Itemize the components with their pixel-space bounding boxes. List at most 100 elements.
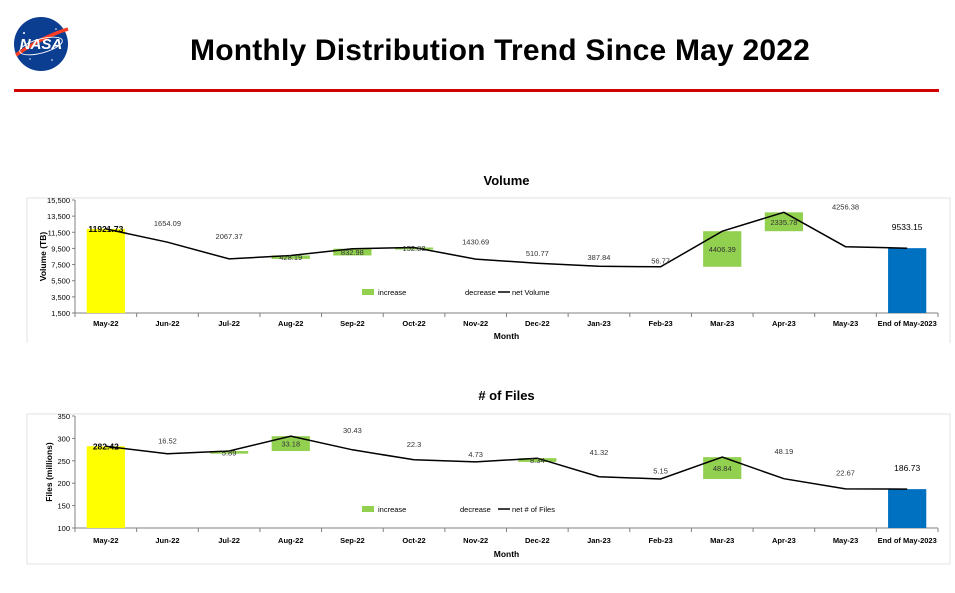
files-change-label: 5.15 <box>653 467 668 476</box>
volume-x-tick-label: Jan-23 <box>587 319 611 328</box>
files-chart: # of Files 100 150 200 250 300 350 May-22 Jun-22… <box>26 388 951 565</box>
volume-change-label: 2067.37 <box>216 232 243 241</box>
files-change-label: 8.34 <box>530 456 545 465</box>
files-legend-net: net # of Files <box>512 505 555 514</box>
volume-net-line <box>105 211 908 268</box>
files-y-tick-label: 100 <box>57 524 70 533</box>
files-change-label: 48.84 <box>713 464 732 473</box>
volume-start-bar <box>86 228 125 313</box>
volume-change-label: 510.77 <box>526 249 549 258</box>
files-change-label: 5.89 <box>222 448 237 457</box>
volume-y-tick-label: 7,500 <box>51 261 70 270</box>
files-change-label: 22.67 <box>836 469 855 478</box>
volume-legend-increase-swatch <box>362 289 374 295</box>
volume-increase-bar <box>271 255 310 259</box>
files-x-tick-label: Apr-23 <box>772 536 796 545</box>
files-y-tick-label: 200 <box>57 479 70 488</box>
files-legend-increase-swatch <box>362 506 374 512</box>
files-x-tick-label: Dec-22 <box>525 536 550 545</box>
files-chart-title: # of Files <box>478 388 534 403</box>
files-x-tick-label: Jan-23 <box>587 536 611 545</box>
volume-increase-bar <box>394 247 434 250</box>
volume-chart-frame <box>26 197 951 343</box>
files-x-tick-label: End of May-2023 <box>878 536 937 545</box>
files-y-axis-label: Files (millions) <box>44 442 54 502</box>
volume-change-label: 832.98 <box>341 248 364 257</box>
volume-x-tick-label: Jul-22 <box>218 319 240 328</box>
files-increase-bar <box>271 436 310 452</box>
files-x-tick-label: Mar-23 <box>710 536 734 545</box>
nasa-logo-text: NASA <box>20 36 63 53</box>
files-change-label: 30.43 <box>343 426 362 435</box>
volume-x-tick-label: May-22 <box>93 319 118 328</box>
volume-legend-increase: increase <box>378 288 406 297</box>
volume-x-tick-label: May-23 <box>833 319 858 328</box>
files-increase-bar <box>518 458 557 462</box>
volume-x-tick-label: Dec-22 <box>525 319 550 328</box>
files-start-label: 282.42 <box>93 441 119 451</box>
files-y-tick-label: 350 <box>57 412 70 421</box>
files-x-axis-label: Month <box>494 549 520 559</box>
files-change-label: 41.32 <box>590 448 609 457</box>
volume-x-tick-label: Feb-23 <box>649 319 673 328</box>
files-increase-bar <box>209 451 249 454</box>
files-x-tick-label: Aug-22 <box>278 536 303 545</box>
files-x-tick-label: Jun-22 <box>155 536 179 545</box>
files-start-bar <box>86 446 125 528</box>
volume-x-tick-label: Nov-22 <box>463 319 488 328</box>
volume-increase-bar <box>703 231 742 267</box>
files-x-tick-label: Sep-22 <box>340 536 365 545</box>
volume-y-tick-label: 13,500 <box>47 212 70 221</box>
files-end-label: 186.73 <box>894 463 920 473</box>
volume-x-tick-label: Oct-22 <box>402 319 425 328</box>
volume-y-tick-label: 15,500 <box>47 196 70 205</box>
files-change-label: 4.73 <box>468 450 483 459</box>
volume-chart-title: Volume <box>484 173 530 188</box>
files-x-tick-label: May-23 <box>833 536 858 545</box>
slide-title: Monthly Distribution Trend Since May 202… <box>190 34 810 67</box>
volume-change-label: 4406.39 <box>709 245 736 254</box>
volume-y-tick-label: 3,500 <box>51 293 70 302</box>
volume-y-tick-label: 5,500 <box>51 277 70 286</box>
volume-x-tick-label: Apr-23 <box>772 319 796 328</box>
volume-y-axis-label: Volume (TB) <box>38 232 48 282</box>
volume-x-tick-label: Mar-23 <box>710 319 734 328</box>
files-legend-increase: increase <box>378 505 406 514</box>
volume-x-tick-label: Aug-22 <box>278 319 303 328</box>
volume-y-tick-label: 1,500 <box>51 309 70 318</box>
volume-x-tick-label: Jun-22 <box>155 319 179 328</box>
files-x-tick-label: Oct-22 <box>402 536 425 545</box>
volume-change-label: 152.88 <box>403 244 426 253</box>
files-x-tick-label: Nov-22 <box>463 536 488 545</box>
files-change-label: 33.18 <box>281 440 300 449</box>
files-increase-bar <box>703 457 742 479</box>
volume-change-label: 2335.78 <box>770 218 797 227</box>
volume-y-tick-label: 11,500 <box>48 228 70 237</box>
volume-change-label: 1430.69 <box>462 238 489 247</box>
files-y-tick-label: 150 <box>57 502 70 511</box>
volume-change-label: 1654.09 <box>154 219 181 228</box>
files-end-bar <box>888 489 927 528</box>
volume-legend-decrease: decrease <box>465 288 496 297</box>
volume-legend-net: net Volume <box>512 288 550 297</box>
volume-change-label: 428.19 <box>279 253 302 262</box>
volume-end-bar <box>888 248 927 313</box>
files-net-line <box>105 435 908 490</box>
files-y-tick-label: 250 <box>57 457 70 466</box>
files-x-tick-label: May-22 <box>93 536 118 545</box>
volume-x-axis-label: Month <box>494 331 520 341</box>
volume-x-tick-label: End of May-2023 <box>878 319 937 328</box>
files-change-label: 48.19 <box>775 447 794 456</box>
files-x-tick-label: Jul-22 <box>218 536 240 545</box>
files-chart-frame <box>26 413 951 565</box>
volume-x-tick-label: Sep-22 <box>340 319 365 328</box>
files-change-label: 22.3 <box>407 440 422 449</box>
volume-change-label: 56.77 <box>651 256 670 265</box>
title-rule <box>14 89 939 92</box>
nasa-logo: NASA <box>14 17 69 71</box>
volume-y-tick-label: 9,500 <box>51 244 70 253</box>
volume-increase-bar <box>333 248 372 256</box>
files-legend-decrease: decrease <box>460 505 491 514</box>
files-y-tick-label: 300 <box>57 434 70 443</box>
volume-start-label: 11921.73 <box>88 224 123 234</box>
